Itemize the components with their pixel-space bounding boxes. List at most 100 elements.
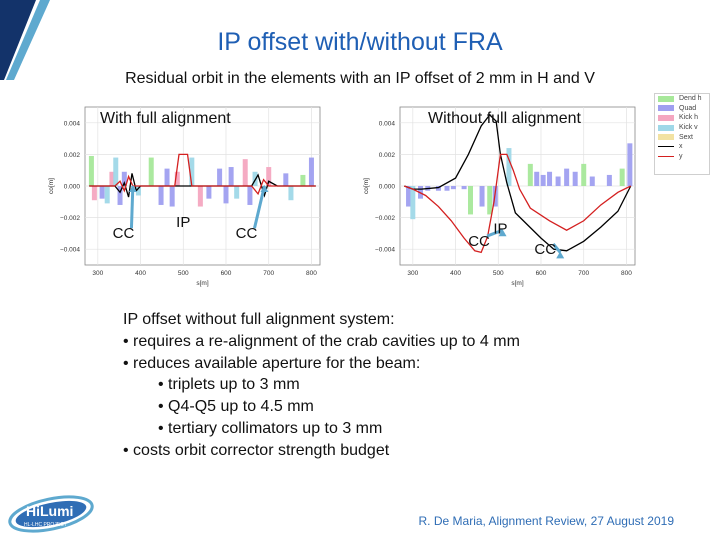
element-bar [247, 186, 253, 205]
cc-arrow-head [556, 251, 565, 259]
element-bar [206, 186, 212, 199]
hilumi-logo: HiLumi HL-LHC PROJECT [8, 495, 94, 533]
cc-annotation: CC [534, 241, 556, 258]
element-bar [627, 143, 633, 186]
element-bar [91, 186, 97, 201]
cc-arrow-head [260, 185, 269, 192]
plot-without-alignment: 0.004 0.002 0.000 −0.002 −0.004 300 400 500 600 7… [363, 106, 636, 287]
element-bar [164, 168, 170, 186]
legend-entry: Dend h [655, 94, 709, 104]
bullet-list: IP offset without full alignment system:… [123, 309, 520, 462]
element-bar [135, 186, 141, 196]
element-bar [148, 157, 154, 186]
element-bar [169, 186, 175, 207]
legend-entry: x [655, 142, 709, 152]
bullet-item: • Q4-Q5 up to 4.5 mm [158, 398, 314, 416]
element-bar [283, 173, 289, 186]
x-tick-label: 400 [135, 270, 146, 277]
legend-label: Kick h [679, 114, 699, 122]
ip-annotation: IP [176, 214, 190, 231]
element-bar [555, 176, 561, 186]
cc-annotation: CC [113, 225, 135, 242]
y-tick-label: −0.004 [375, 247, 395, 254]
legend-label: x [679, 143, 683, 151]
bullet-item: • triplets up to 3 mm [158, 376, 300, 394]
bullet-item: • requires a re-alignment of the crab ca… [123, 332, 520, 350]
x-tick-label: 500 [493, 270, 504, 277]
series-line-x [89, 173, 316, 198]
element-bar [479, 186, 485, 207]
element-bar [300, 174, 306, 186]
y-axis-label: co[m] [48, 178, 55, 194]
element-bar [223, 186, 229, 204]
element-bar [435, 186, 441, 191]
ip-annotation: IP [493, 220, 507, 237]
y-tick-label: −0.002 [375, 215, 395, 222]
element-bar [234, 186, 240, 199]
legend: Dend h Quad Kick h Kick v Sext x y [654, 93, 710, 175]
element-bar [242, 159, 248, 186]
x-tick-label: 700 [263, 270, 274, 277]
y-axis-label: co[m] [363, 178, 370, 194]
element-bar [158, 186, 164, 205]
legend-entry: Quad [655, 104, 709, 114]
legend-swatch [658, 114, 674, 121]
x-tick-label: 800 [621, 270, 632, 277]
legend-entry: Kick h [655, 113, 709, 123]
x-tick-label: 700 [578, 270, 589, 277]
y-tick-label: 0.004 [379, 120, 396, 127]
legend-swatch [658, 95, 674, 102]
legend-swatch [658, 105, 674, 112]
legend-swatch [658, 155, 674, 157]
y-tick-label: 0.002 [379, 152, 396, 159]
bullet-item: • tertiary collimators up to 3 mm [158, 419, 383, 437]
element-bar [308, 157, 314, 186]
element-bar [534, 171, 540, 186]
cc-arrow-head [498, 229, 507, 237]
element-bar [540, 174, 546, 186]
element-bar [117, 186, 123, 205]
element-bar [487, 186, 493, 215]
panel-label: With full alignment [100, 110, 231, 127]
slide-title: IP offset with/without FRA [217, 28, 503, 56]
legend-entry: Sext [655, 132, 709, 142]
cc-annotation: CC [468, 233, 490, 250]
element-bar [589, 176, 595, 186]
y-tick-label: −0.004 [60, 247, 80, 254]
element-bar [572, 171, 578, 186]
element-bar [197, 186, 203, 207]
element-bar [266, 167, 272, 186]
element-bar [619, 168, 625, 186]
element-bar [121, 171, 127, 186]
bullet-item: • reduces available aperture for the bea… [123, 354, 421, 372]
y-tick-label: 0.004 [64, 120, 81, 127]
element-bar [217, 168, 223, 186]
bullet-item: IP offset without full alignment system: [123, 311, 395, 328]
element-bar [527, 163, 533, 186]
x-tick-label: 800 [306, 270, 317, 277]
legend-label: Kick v [679, 124, 698, 132]
legend-label: Quad [679, 104, 697, 112]
element-bar [288, 186, 294, 201]
element-bar [99, 186, 105, 199]
series-line-x [404, 113, 632, 252]
x-tick-label: 600 [536, 270, 547, 277]
element-bar [606, 174, 612, 186]
element-bar [450, 186, 456, 190]
x-tick-label: 300 [407, 270, 418, 277]
cc-arrow [486, 228, 504, 238]
element-bar [547, 171, 553, 186]
legend-label: Sext [679, 133, 694, 141]
element-bar [581, 163, 587, 186]
x-tick-label: 500 [178, 270, 189, 277]
cc-annotation: CC [236, 225, 258, 242]
element-bar [564, 168, 570, 186]
series-line-y [89, 153, 316, 196]
element-bar [228, 167, 234, 186]
element-bar [461, 186, 467, 190]
y-tick-label: 0.000 [379, 184, 396, 191]
slide-subtitle: Residual orbit in the elements with an I… [125, 70, 595, 87]
panel-label: Without full alignment [428, 110, 582, 127]
legend-label: Dend h [679, 95, 702, 103]
element-bar [109, 171, 115, 186]
